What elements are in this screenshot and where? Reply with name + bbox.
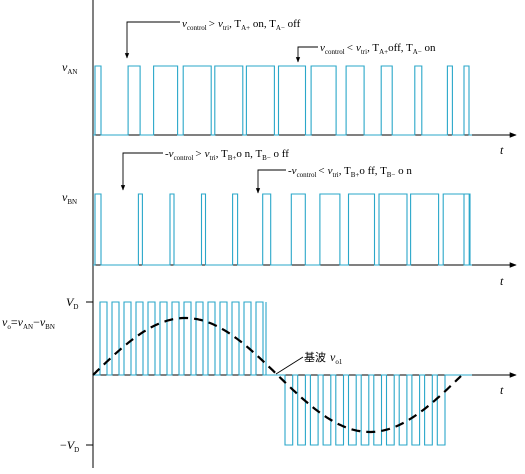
van-note-off: vcontrol < vtri, TA+off, TA− on [320,42,436,56]
fundamental-sine-dashed [92,316,462,434]
neg-vd-label: −VD [60,438,79,454]
fundamental-label: 基波 vo1 [304,350,343,366]
vbn-name: vBN [62,190,77,206]
vbn-note-on: -vcontrol > vtri, TB+o n, TB− o ff [165,148,289,162]
vo-pwm-waveform [93,301,472,446]
van-note-off-leader [295,46,318,63]
vo-equation: vo=vAN−vBN [2,315,55,331]
vo-time-label: t [500,383,504,397]
van-time-label: t [500,143,504,157]
van-note-on-leader [124,21,180,59]
van-pwm-waveform [93,65,472,136]
vd-label: VD [66,295,78,311]
van-note-on: vcontrol > vtri, TA+ on, TA− off [182,18,301,32]
panel-vbn: t vBN -vcontrol > vtri, TB+o n, TB− o ff -… [62,148,517,288]
panel-vo: t VD −VD vo=vAN−vBN 基波 vo1 [2,295,517,454]
vbn-pwm-waveform [93,193,472,266]
panel-van: t vAN vcontrol > vtri, TA+ on, TA− off vco… [62,18,517,157]
vbn-note-off-leader [255,169,286,194]
van-name: vAN [62,60,77,76]
vbn-time-label: t [500,274,504,288]
vbn-note-on-leader [120,152,163,191]
fundamental-leader [275,356,304,375]
vbn-note-off: -vcontrol < vtri, TB+o ff, TB− o n [288,165,412,179]
